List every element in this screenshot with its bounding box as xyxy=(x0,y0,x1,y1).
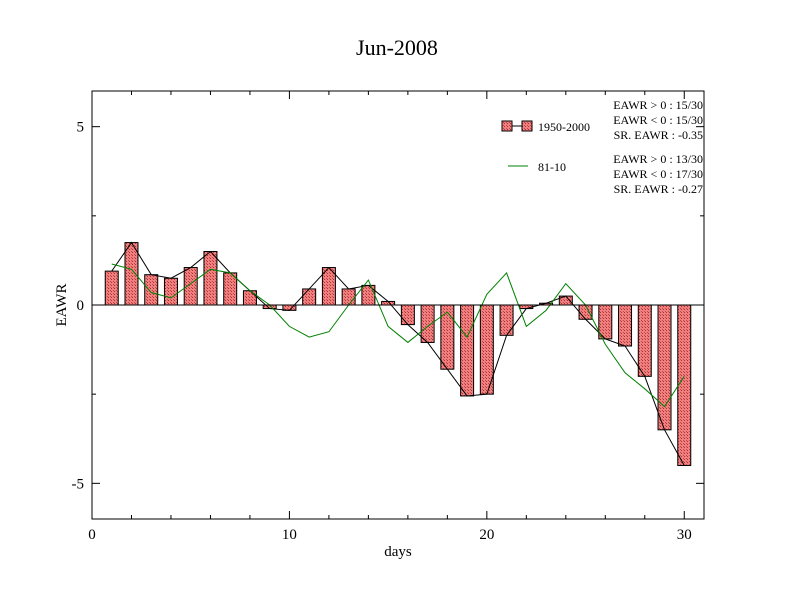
x-tick-label: 30 xyxy=(677,527,692,543)
bar xyxy=(242,290,257,306)
bar xyxy=(203,251,218,306)
stats-line: SR. EAWR : -0.27 xyxy=(614,182,703,196)
bar xyxy=(499,304,514,336)
stats-line: EAWR > 0 : 13/30 xyxy=(613,152,703,166)
y-tick-label: -5 xyxy=(72,476,85,492)
bar xyxy=(637,304,652,377)
legend-swatch-bar xyxy=(501,120,513,132)
y-axis-label: EAWR xyxy=(54,284,70,327)
bar xyxy=(677,304,692,466)
bar xyxy=(578,304,593,320)
bar xyxy=(341,288,356,306)
bar xyxy=(400,304,415,326)
stats-line: EAWR < 0 : 15/30 xyxy=(613,113,703,127)
stats-line: SR. EAWR : -0.35 xyxy=(614,128,703,142)
y-tick-label: 5 xyxy=(77,120,85,136)
stats-line: EAWR < 0 : 17/30 xyxy=(613,167,703,181)
axis-layer: 0 10 20 30 -5 0 5 xyxy=(72,91,704,543)
series-line-81-10 xyxy=(111,263,685,408)
bar xyxy=(104,270,119,306)
y-tick-label: 0 xyxy=(77,298,85,314)
bar xyxy=(361,284,376,306)
bar xyxy=(440,304,455,370)
lines-layer xyxy=(111,241,685,466)
x-tick-label: 10 xyxy=(282,527,297,543)
x-axis-label: days xyxy=(384,544,412,560)
bars-layer xyxy=(104,242,692,466)
bar xyxy=(163,277,178,306)
series-line-1950-2000 xyxy=(111,241,685,466)
chart-title: Jun-2008 xyxy=(356,35,438,60)
bar xyxy=(124,242,139,306)
bar xyxy=(657,304,672,431)
bar xyxy=(302,288,317,306)
bar xyxy=(144,274,159,306)
bar xyxy=(618,304,633,347)
legend-swatch-bar xyxy=(521,120,533,132)
stats-line: EAWR > 0 : 15/30 xyxy=(613,98,703,112)
legend-label-1950-2000: 1950-2000 xyxy=(538,120,590,134)
bar xyxy=(460,304,475,397)
x-tick-label: 0 xyxy=(88,527,96,543)
bar xyxy=(223,272,238,306)
x-tick-label: 20 xyxy=(479,527,494,543)
legend-label-81-10: 81-10 xyxy=(538,160,566,174)
bar xyxy=(519,304,534,310)
